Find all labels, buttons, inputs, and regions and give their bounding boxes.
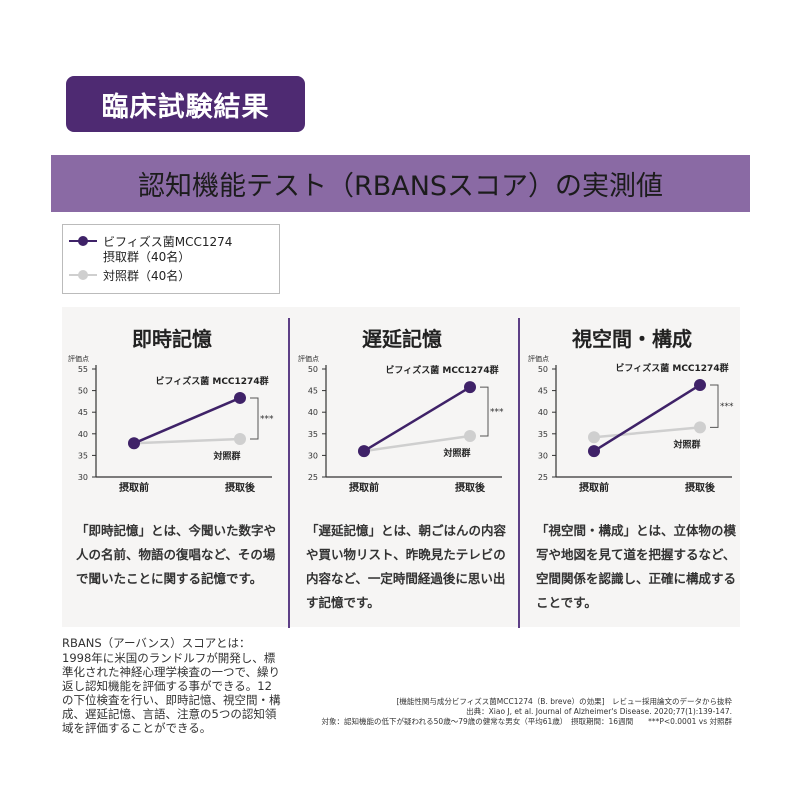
rbans-title: RBANS（アーバンス）スコアとは： (62, 636, 251, 650)
data-point-control (464, 429, 476, 442)
legend-label-treatment: ビフィズス菌MCC1274 (103, 235, 233, 249)
data-point-treatment (588, 445, 600, 458)
panel-visuospatial: 視空間・構成 評価点 25 30 35 40 45 50 摂取前 摂取後 ビフィズス菌 MCC12… (522, 307, 742, 627)
data-point-treatment (358, 445, 370, 458)
y-axis-label: 評価点 (68, 354, 89, 363)
series-line-control (133, 437, 241, 445)
rbans-explanation: RBANS（アーバンス）スコアとは： 1998年に米国のランドルフが開発し、標準… (62, 636, 282, 735)
x-tick-label: 摂取前 (579, 481, 609, 494)
panel-divider (288, 318, 290, 628)
series-label-treatment: ビフィズス菌 MCC1274群 (155, 375, 268, 387)
y-tick-label: 25 (308, 473, 318, 482)
y-tick-label: 55 (78, 365, 88, 374)
y-tick-label: 45 (308, 387, 318, 396)
x-tick-label: 摂取後 (225, 481, 256, 494)
panel-description: 「視空間・構成」とは、立体物の模写や地図を見て道を把握するなど、空間関係を認識し… (536, 523, 737, 610)
y-tick-label: 45 (78, 408, 88, 417)
significance-bracket (480, 386, 489, 437)
significance-marker: *** (490, 408, 504, 418)
y-tick-label: 30 (78, 473, 88, 482)
panel-delayed-memory: 遅延記憶 評価点 25 30 35 40 45 50 摂取前 摂取後 ビフィズス菌 MCC1274… (292, 307, 512, 627)
significance-bracket (710, 384, 719, 428)
data-point-treatment (234, 391, 246, 404)
y-tick-label: 40 (308, 408, 318, 417)
y-tick-label: 35 (538, 430, 548, 439)
y-tick-label: 50 (308, 365, 318, 374)
series-label-control: 対照群 (442, 447, 470, 459)
data-point-treatment (464, 381, 476, 394)
legend-label-treatment-sub: 摂取群（40名） (103, 250, 191, 264)
data-point-control (588, 431, 600, 444)
series-line-control (363, 434, 471, 453)
chart-legend: ビフィズス菌MCC1274 摂取群（40名） 対照群（40名） (62, 224, 280, 294)
y-tick-label: 40 (78, 430, 88, 439)
significance-bracket (250, 397, 259, 440)
series-label-control: 対照群 (212, 450, 240, 462)
panel-description: 「即時記憶」とは、今聞いた数字や人の名前、物語の復唱など、その場で聞いたことに関… (76, 523, 277, 586)
x-tick-label: 摂取後 (685, 481, 716, 494)
source-citation: 出典：Xiao J, et al. Journal of Alzheimer's… (466, 707, 732, 716)
panel-description: 「遅延記憶」とは、朝ごはんの内容や買い物リスト、昨晩見たテレビの内容など、一定時… (306, 523, 507, 610)
source-note: [機能性関与成分ビフィズス菌MCC1274（B. breve）の効果] レビュー… (396, 697, 733, 706)
y-tick-label: 45 (538, 387, 548, 396)
y-tick-label: 30 (538, 451, 548, 460)
legend-item-treatment: ビフィズス菌MCC1274 摂取群（40名） (69, 235, 232, 265)
data-point-treatment (694, 378, 706, 391)
y-tick-label: 50 (538, 365, 548, 374)
series-line-treatment (593, 383, 701, 453)
data-point-control (234, 432, 246, 445)
x-tick-label: 摂取後 (455, 481, 486, 494)
data-point-control (694, 421, 706, 434)
y-tick-label: 50 (78, 387, 88, 396)
y-tick-label: 35 (308, 430, 318, 439)
y-tick-label: 40 (538, 408, 548, 417)
legend-label-control: 対照群（40名） (103, 269, 191, 283)
results-badge: 臨床試験結果 (66, 76, 305, 132)
x-tick-label: 摂取前 (349, 481, 379, 494)
study-conditions: 対象：認知機能の低下が疑われる50歳〜79歳の健常な男女（平均61歳） 摂取期間… (321, 717, 732, 726)
panel-title: 即時記憶 (132, 327, 212, 351)
legend-item-control: 対照群（40名） (69, 269, 190, 284)
series-label-control: 対照群 (672, 438, 700, 450)
y-axis-label: 評価点 (298, 354, 319, 363)
significance-marker: *** (260, 414, 274, 424)
legend-marker-control (69, 269, 97, 281)
panel-immediate-memory: 即時記憶 評価点 30 35 40 45 50 55 摂取前 摂取後 ビフィズス菌 MCC1274… (62, 307, 282, 627)
rbans-body: 1998年に米国のランドルフが開発し、標準化された神経心理学検査の一つで、繰り返… (62, 651, 281, 735)
series-label-treatment: ビフィズス菌 MCC1274群 (385, 364, 498, 376)
y-axis-label: 評価点 (528, 354, 549, 363)
y-tick-label: 35 (78, 451, 88, 460)
series-line-treatment (363, 386, 471, 453)
panel-title: 遅延記憶 (362, 327, 442, 351)
data-point-treatment (128, 437, 140, 450)
legend-marker-treatment (69, 235, 97, 247)
series-line-treatment (133, 396, 241, 445)
y-tick-label: 30 (308, 451, 318, 460)
series-label-treatment: ビフィズス菌 MCC1274群 (615, 362, 728, 374)
x-tick-label: 摂取前 (119, 481, 149, 494)
y-tick-label: 25 (538, 473, 548, 482)
test-title-banner: 認知機能テスト（RBANSスコア）の実測値 (51, 155, 750, 212)
significance-marker: *** (720, 402, 734, 412)
charts-area (62, 307, 740, 627)
panel-title: 視空間・構成 (572, 327, 692, 351)
panel-divider (518, 318, 520, 628)
series-line-control (593, 426, 701, 439)
